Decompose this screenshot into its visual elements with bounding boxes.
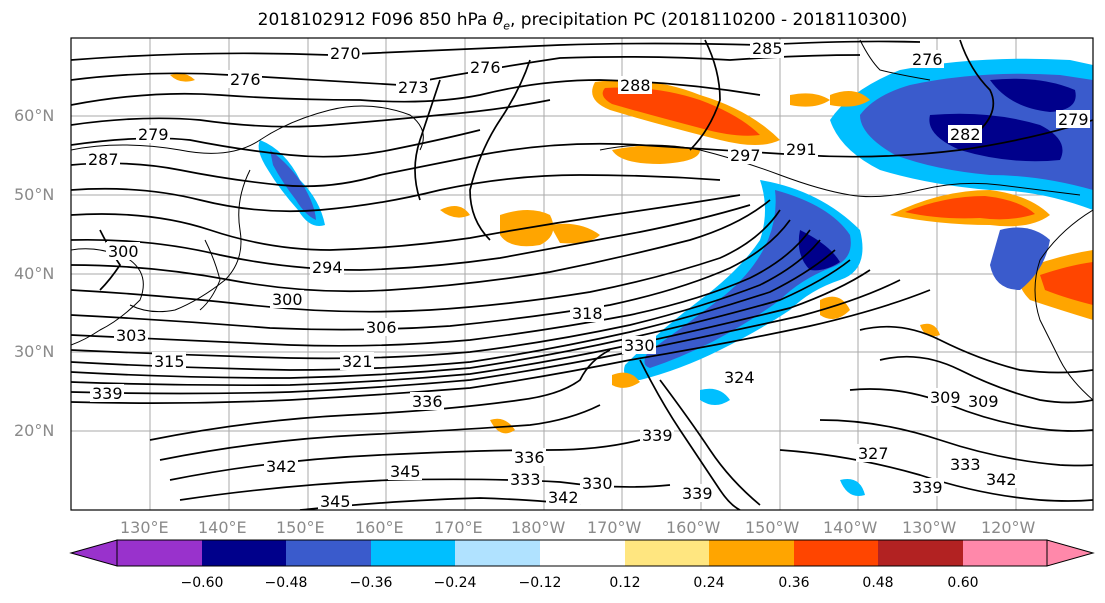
contour-label: 339 xyxy=(912,478,943,497)
lon-label: 130°W xyxy=(902,518,957,537)
colorbar-bin xyxy=(540,540,625,566)
contour-label: 303 xyxy=(116,326,147,345)
colorbar-bin xyxy=(202,540,286,566)
theta-e-contours xyxy=(71,39,1093,510)
contour-label: 309 xyxy=(968,392,999,411)
colorbar-bin xyxy=(371,540,455,566)
contour-label: 287 xyxy=(88,150,119,169)
colorbar-bin xyxy=(117,540,202,566)
lat-label: 50°N xyxy=(14,185,55,204)
lon-label: 140°E xyxy=(198,518,247,537)
colorbar xyxy=(69,539,1095,567)
contour-label: 300 xyxy=(108,242,139,261)
lon-label: 130°E xyxy=(120,518,169,537)
contour-label: 273 xyxy=(398,78,429,97)
contour-label: 318 xyxy=(572,304,603,323)
contour-label: 270 xyxy=(330,44,361,63)
contour-label: 339 xyxy=(642,426,673,445)
contour-label: 333 xyxy=(510,470,541,489)
contour-label: 297 xyxy=(730,146,761,165)
colorbar-tick: −0.12 xyxy=(518,575,562,591)
lat-label: 40°N xyxy=(14,264,55,283)
colorbar-tick: −0.24 xyxy=(433,575,477,591)
contour-label: 342 xyxy=(266,457,297,476)
contour-label: 330 xyxy=(582,474,613,493)
colorbar-tick: −0.36 xyxy=(349,575,393,591)
colorbar-bin xyxy=(709,540,794,566)
contour-label: 276 xyxy=(230,70,261,89)
contour-label: 339 xyxy=(682,484,713,503)
contour-label: 336 xyxy=(412,392,443,411)
lon-label: 160°E xyxy=(355,518,404,537)
coastlines xyxy=(71,39,1093,401)
contour-label: 291 xyxy=(786,140,817,159)
lat-label: 20°N xyxy=(14,421,55,440)
lon-label: 120°W xyxy=(981,518,1036,537)
contour-label: 315 xyxy=(154,352,185,371)
map-frame xyxy=(70,37,1094,511)
contour-label: 333 xyxy=(950,455,981,474)
colorbar-bin xyxy=(963,540,1047,566)
colorbar-bin xyxy=(878,540,963,566)
contour-label: 330 xyxy=(624,336,655,355)
gridlines xyxy=(71,38,1093,510)
contour-label: 339 xyxy=(92,384,123,403)
colorbar-tick: 0.60 xyxy=(947,575,979,591)
lon-label: 140°W xyxy=(823,518,878,537)
colorbar-tick: 0.12 xyxy=(609,575,641,591)
contour-labels: 270 273 276 276 279 282 285 287 288 291 … xyxy=(86,39,1090,511)
contour-label: 279 xyxy=(1058,110,1089,129)
lon-label: 170°W xyxy=(587,518,642,537)
contour-label: 345 xyxy=(320,492,351,511)
contour-label: 276 xyxy=(470,58,501,77)
contour-label: 282 xyxy=(950,125,981,144)
contour-label: 327 xyxy=(858,444,889,463)
colorbar-bin xyxy=(625,540,709,566)
lon-label: 150°E xyxy=(276,518,325,537)
contour-label: 324 xyxy=(724,368,755,387)
lon-label: 170°E xyxy=(434,518,483,537)
lat-label: 30°N xyxy=(14,342,55,361)
lat-label: 60°N xyxy=(14,106,55,125)
lon-label: 160°W xyxy=(666,518,721,537)
colorbar-bin xyxy=(455,540,540,566)
colorbar-bin xyxy=(794,540,878,566)
lon-label: 150°W xyxy=(745,518,800,537)
map-title: 2018102912 F096 850 hPa θe, precipitatio… xyxy=(257,10,908,33)
contour-label: 309 xyxy=(930,388,961,407)
contour-label: 321 xyxy=(342,352,373,371)
colorbar-tick: 0.24 xyxy=(693,575,725,591)
colorbar-bin xyxy=(286,540,371,566)
contour-label: 306 xyxy=(366,318,397,337)
contour-label: 279 xyxy=(138,125,169,144)
contour-label: 345 xyxy=(390,462,421,481)
lon-label: 180°W xyxy=(511,518,566,537)
contour-label: 285 xyxy=(752,39,783,58)
contour-label: 336 xyxy=(514,448,545,467)
contour-label: 294 xyxy=(312,258,343,277)
colorbar-extend-right xyxy=(1046,539,1095,567)
contour-label: 342 xyxy=(986,470,1017,489)
contour-label: 342 xyxy=(548,488,579,507)
colorbar-tick: −0.48 xyxy=(264,575,308,591)
contour-label: 288 xyxy=(620,76,651,95)
colorbar-tick: −0.60 xyxy=(180,575,224,591)
contour-label: 276 xyxy=(912,50,943,69)
colorbar-tick: 0.36 xyxy=(778,575,810,591)
colorbar-tick: 0.48 xyxy=(862,575,894,591)
contour-label: 300 xyxy=(272,290,303,309)
colorbar-extend-left xyxy=(69,539,118,567)
